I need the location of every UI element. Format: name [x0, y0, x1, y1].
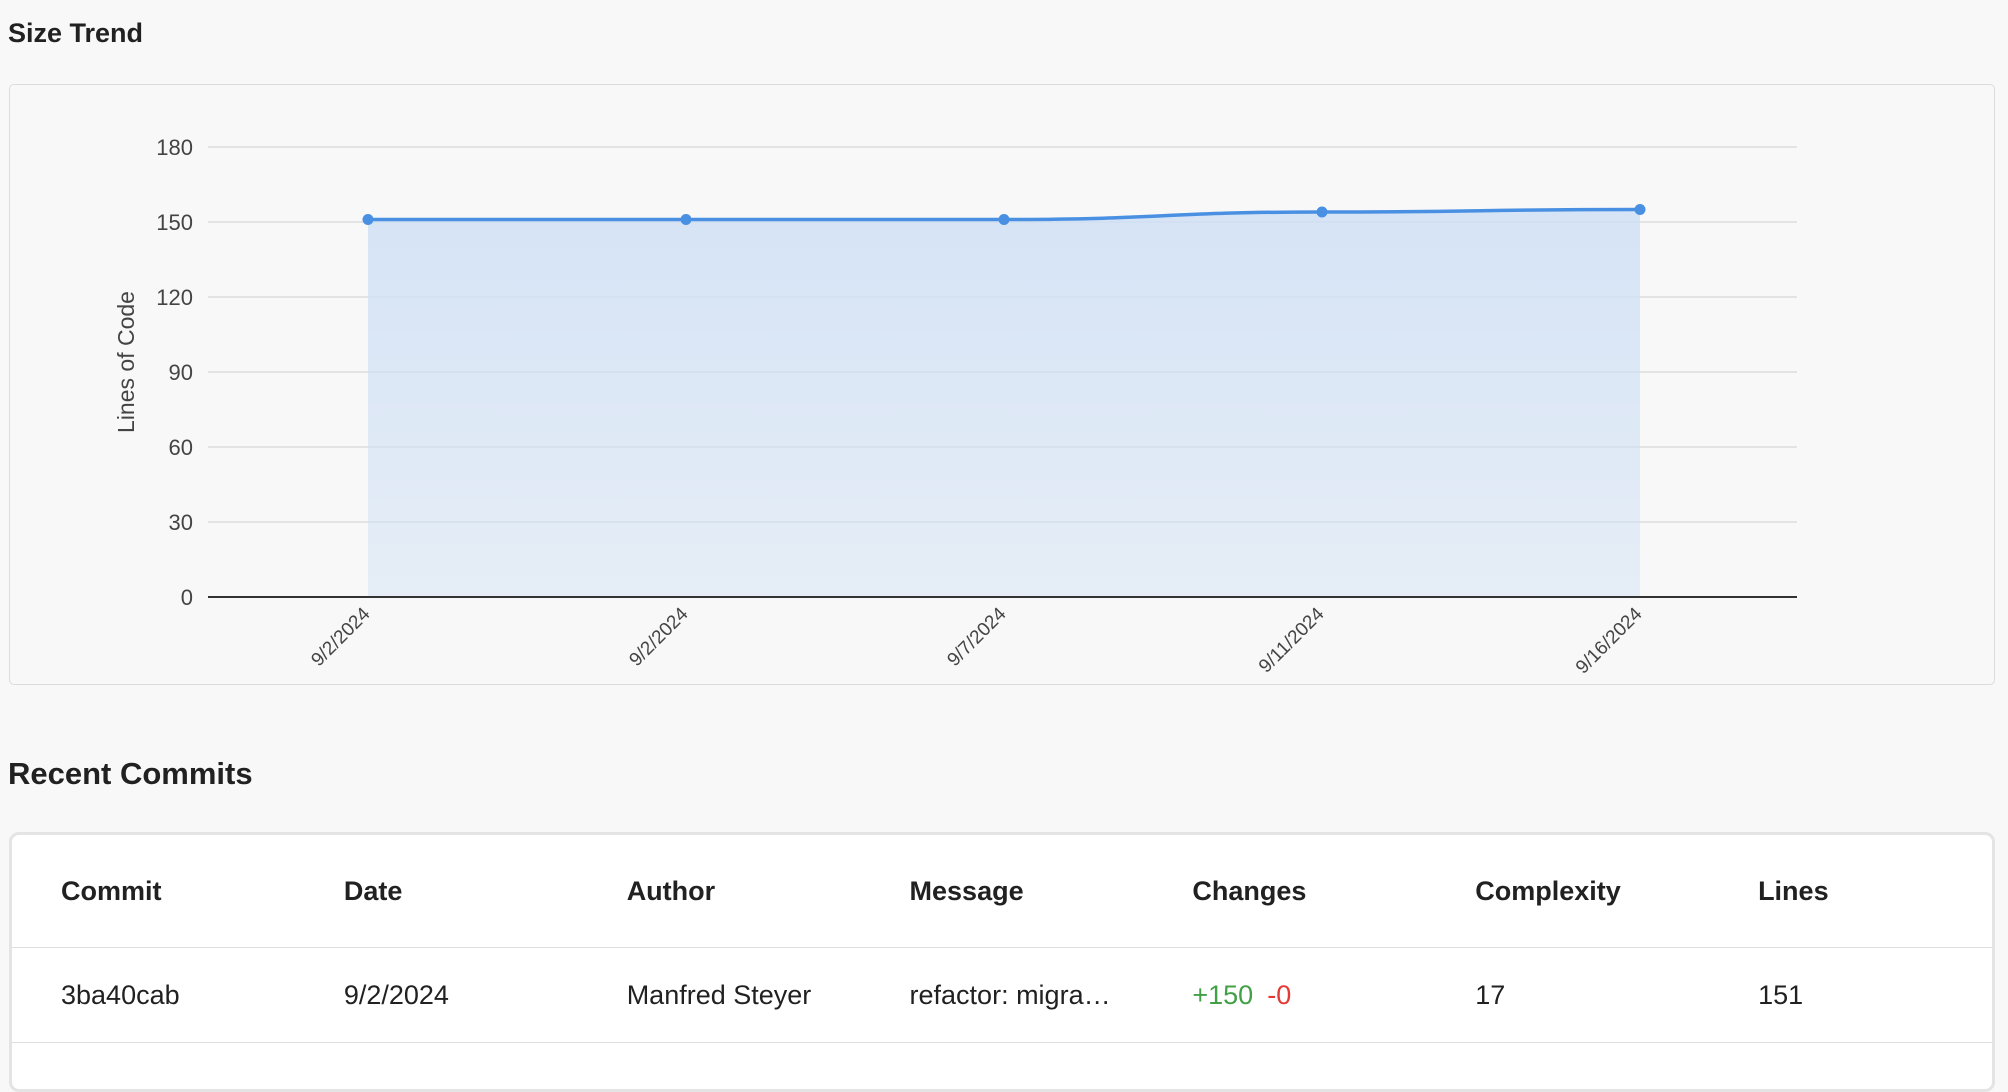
- commit-message-cell: refactor: migra…: [860, 947, 1144, 1043]
- column-header-author[interactable]: Author: [577, 835, 861, 948]
- x-tick-label: 9/11/2024: [1255, 603, 1329, 677]
- table-row[interactable]: 3ba40cab 9/2/2024 Manfred Steyer refacto…: [12, 947, 1992, 1043]
- commit-complexity: 17: [1426, 947, 1710, 1043]
- size-trend-title: Size Trend: [8, 18, 144, 48]
- data-point[interactable]: [998, 214, 1010, 225]
- recent-commits-title: Recent Commits: [8, 756, 253, 791]
- area-fill: [368, 209, 1640, 597]
- size-trend-chart-card: 0 30 60 90 120 150 180 Lines of Code 9/2/2024 9/2…: [9, 84, 1995, 685]
- commit-author: Manfred Steyer: [577, 947, 861, 1043]
- x-tick-label: 9/7/2024: [943, 603, 1010, 670]
- commit-changes: +150 -0: [1143, 947, 1427, 1043]
- data-point[interactable]: [1634, 204, 1646, 215]
- column-header-changes[interactable]: Changes: [1143, 835, 1427, 948]
- x-tick-label: 9/2/2024: [307, 603, 374, 670]
- y-tick-label: 120: [156, 285, 193, 310]
- x-tick-label: 9/2/2024: [625, 603, 692, 670]
- y-tick-label: 30: [169, 510, 193, 535]
- data-point[interactable]: [362, 214, 374, 225]
- size-trend-chart: 0 30 60 90 120 150 180 Lines of Code 9/2/2024 9/2…: [113, 135, 1797, 678]
- table-header-row: Commit Date Author Message Changes Compl…: [12, 835, 1992, 948]
- commit-message: refactor: migra…: [909, 979, 1111, 1010]
- y-tick-label: 150: [156, 210, 193, 235]
- commit-date: 9/2/2024: [294, 947, 578, 1043]
- y-axis-title: Lines of Code: [113, 291, 139, 433]
- data-point[interactable]: [1316, 206, 1328, 218]
- column-header-date[interactable]: Date: [294, 835, 578, 948]
- data-point[interactable]: [680, 214, 692, 225]
- additions-count: +150: [1192, 979, 1254, 1010]
- commit-lines: 151: [1709, 947, 1992, 1043]
- y-tick-label: 60: [169, 435, 193, 460]
- commit-hash[interactable]: 3ba40cab: [12, 947, 295, 1043]
- recent-commits-table: Commit Date Author Message Changes Compl…: [12, 835, 1992, 1043]
- deletions-count: -0: [1267, 979, 1292, 1010]
- column-header-commit[interactable]: Commit: [12, 835, 295, 948]
- y-tick-label: 0: [181, 585, 193, 610]
- x-tick-label: 9/16/2024: [1572, 603, 1647, 678]
- y-tick-label: 90: [169, 360, 193, 385]
- column-header-lines[interactable]: Lines: [1709, 835, 1992, 948]
- column-header-message[interactable]: Message: [860, 835, 1144, 948]
- recent-commits-table-card: Commit Date Author Message Changes Compl…: [9, 832, 1995, 1092]
- column-header-complexity[interactable]: Complexity: [1426, 835, 1710, 948]
- y-tick-label: 180: [156, 135, 193, 160]
